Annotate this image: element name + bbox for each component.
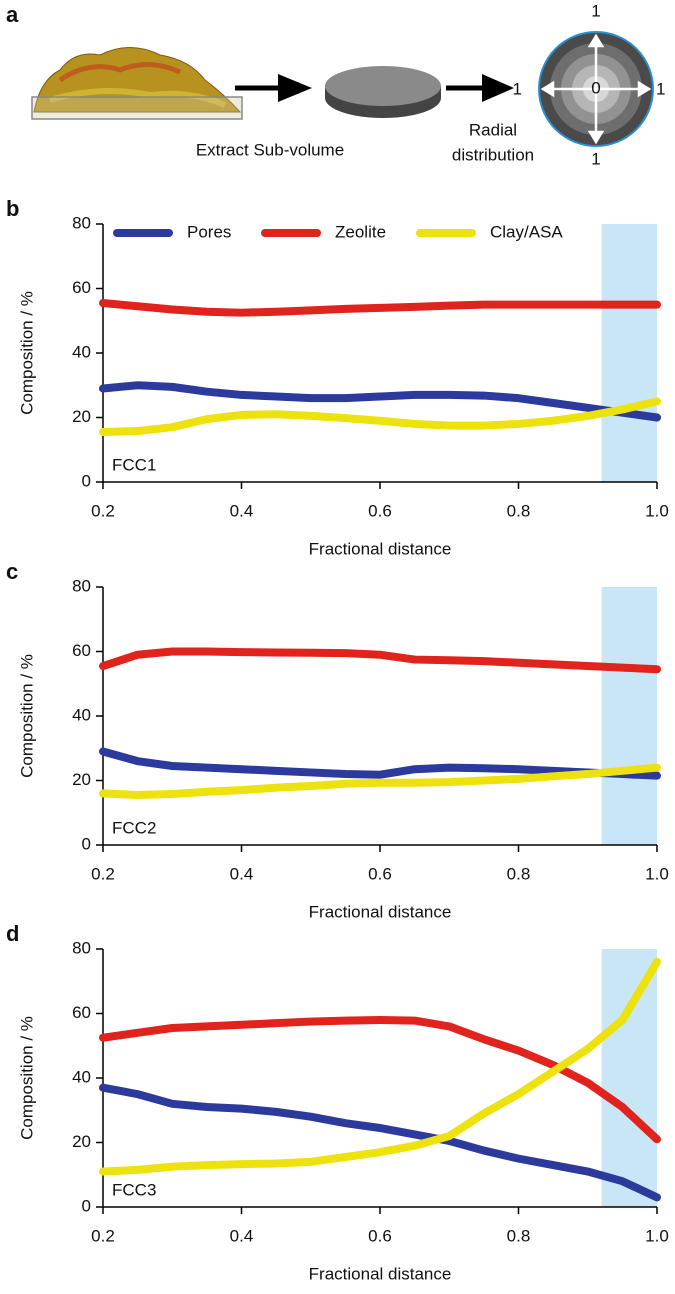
step-label: Radial <box>469 120 517 139</box>
arrow <box>446 74 514 102</box>
series-line <box>99 299 661 317</box>
annotation: FCC3 <box>112 1180 156 1199</box>
x-tick-label: 0.4 <box>230 864 254 883</box>
y-tick-label: 60 <box>72 1003 91 1022</box>
x-tick-label: 0.6 <box>368 864 392 883</box>
series-line <box>99 747 661 780</box>
x-tick-label: 0.6 <box>368 1226 392 1245</box>
series-line <box>99 1015 661 1144</box>
y-tick-label: 80 <box>72 576 91 595</box>
x-tick-label: 1.0 <box>645 501 669 520</box>
legend-label: Pores <box>187 222 231 241</box>
disc-illustration <box>325 66 441 118</box>
y-tick-label: 40 <box>72 1067 91 1086</box>
series-line <box>99 763 661 800</box>
y-tick-label: 80 <box>72 938 91 957</box>
annotation: FCC1 <box>112 455 156 474</box>
x-tick-label: 1.0 <box>645 864 669 883</box>
x-tick-label: 0.2 <box>91 501 115 520</box>
series-line <box>99 957 661 1176</box>
y-tick-label: 0 <box>82 1196 91 1215</box>
highlight-region <box>601 949 657 1207</box>
radial-label: 0 <box>591 78 600 97</box>
x-tick-label: 0.8 <box>507 864 531 883</box>
radial-label: 1 <box>591 149 600 168</box>
x-tick-label: 0.6 <box>368 501 392 520</box>
y-tick-label: 20 <box>72 770 91 789</box>
radial-label: 1 <box>656 79 665 98</box>
step-label: Extract Sub-volume <box>196 140 344 159</box>
y-tick-label: 40 <box>72 705 91 724</box>
legend-label: Zeolite <box>335 222 386 241</box>
panel-label: d <box>6 921 19 946</box>
x-tick-label: 0.8 <box>507 501 531 520</box>
x-tick-label: 0.2 <box>91 864 115 883</box>
series-line <box>99 397 661 437</box>
series-line <box>99 1083 661 1202</box>
radial-label: 1 <box>591 1 600 20</box>
x-tick-label: 0.8 <box>507 1226 531 1245</box>
y-tick-label: 0 <box>82 834 91 853</box>
sample-illustration <box>31 47 243 120</box>
y-tick-label: 0 <box>82 471 91 490</box>
highlight-region <box>601 587 657 845</box>
series-line <box>99 381 661 422</box>
x-tick-label: 0.4 <box>230 1226 254 1245</box>
panel-label: c <box>6 559 18 584</box>
y-axis-label: Composition / % <box>17 291 36 415</box>
panel-label: b <box>6 196 19 221</box>
step-label: distribution <box>452 145 534 164</box>
x-tick-label: 1.0 <box>645 1226 669 1245</box>
x-tick-label: 0.4 <box>230 501 254 520</box>
y-tick-label: 60 <box>72 641 91 660</box>
y-tick-label: 60 <box>72 278 91 297</box>
highlight-region <box>601 224 657 482</box>
series-line <box>99 647 661 674</box>
panel-label: a <box>6 2 19 27</box>
y-tick-label: 20 <box>72 407 91 426</box>
legend-label: Clay/ASA <box>490 222 563 241</box>
radial-label: 1 <box>513 79 522 98</box>
x-tick-label: 0.2 <box>91 1226 115 1245</box>
x-axis-label: Fractional distance <box>309 1264 452 1283</box>
annotation: FCC2 <box>112 818 156 837</box>
x-axis-label: Fractional distance <box>309 902 452 921</box>
y-tick-label: 80 <box>72 213 91 232</box>
y-axis-label: Composition / % <box>17 1016 36 1140</box>
y-axis-label: Composition / % <box>17 654 36 778</box>
x-axis-label: Fractional distance <box>309 539 452 558</box>
y-tick-label: 20 <box>72 1132 91 1151</box>
radial-diagram <box>538 31 654 147</box>
arrow <box>235 74 312 102</box>
y-tick-label: 40 <box>72 342 91 361</box>
